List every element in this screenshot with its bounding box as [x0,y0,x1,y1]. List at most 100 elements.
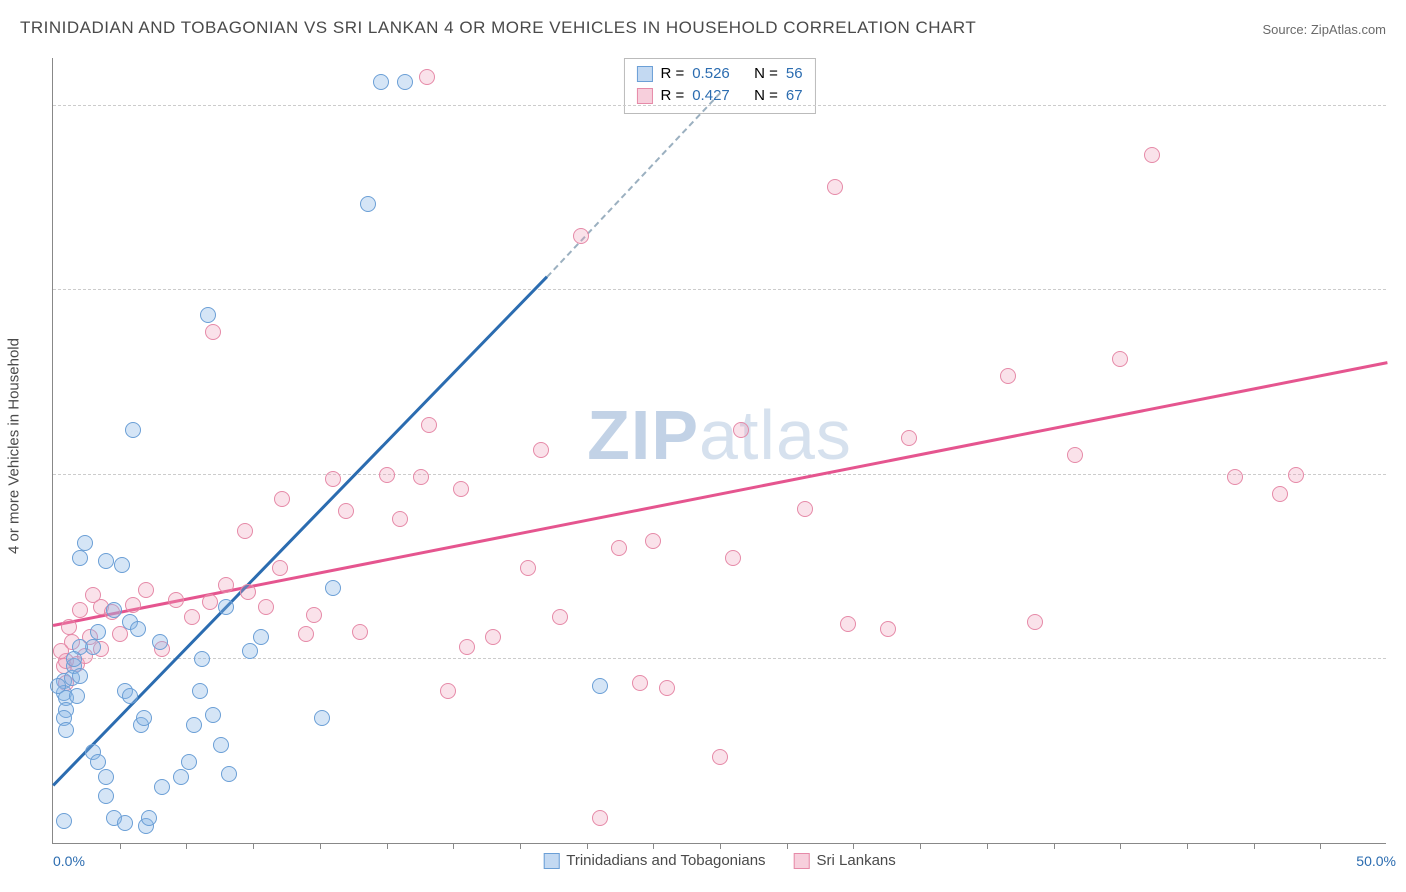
x-tick [1254,843,1255,849]
data-point [125,597,141,613]
data-point [352,624,368,640]
x-tick [1187,843,1188,849]
data-point [827,179,843,195]
series-label: Sri Lankans [817,852,896,869]
x-tick [587,843,588,849]
y-tick-label: 7.5% [1391,651,1406,667]
data-point [213,737,229,753]
data-point [1000,368,1016,384]
data-point [61,619,77,635]
gridline [53,105,1386,106]
data-point [325,580,341,596]
x-tick-max: 50.0% [1356,853,1396,869]
data-point [314,710,330,726]
legend-row-b: R = 0.427 N = 67 [636,85,802,107]
data-point [573,228,589,244]
data-point [325,471,341,487]
data-point [485,629,501,645]
data-point [56,813,72,829]
data-point [258,599,274,615]
data-point [1272,486,1288,502]
data-point [154,779,170,795]
source-attribution: Source: ZipAtlas.com [1262,22,1386,37]
y-tick-label: 15.0% [1391,467,1406,483]
data-point [202,594,218,610]
data-point [592,810,608,826]
r-label: R = [660,63,684,85]
data-point [138,582,154,598]
swatch-icon [636,66,652,82]
trend-line [52,276,547,786]
x-tick [653,843,654,849]
data-point [98,553,114,569]
data-point [373,74,389,90]
x-tick [387,843,388,849]
y-tick-label: 22.5% [1391,282,1406,298]
data-point [645,533,661,549]
data-point [379,467,395,483]
data-point [1227,469,1243,485]
x-tick [253,843,254,849]
scatter-plot-area: ZIPatlas R = 0.526 N = 56 R = 0.427 N = … [52,58,1386,844]
data-point [72,602,88,618]
n-label: N = [754,63,778,85]
data-point [181,754,197,770]
data-point [122,688,138,704]
data-point [98,769,114,785]
series-legend: Trinidadians and Tobagonians Sri Lankans [543,852,896,869]
n-label: N = [754,85,778,107]
data-point [240,584,256,600]
data-point [274,491,290,507]
data-point [1067,447,1083,463]
data-point [1144,147,1160,163]
data-point [184,609,200,625]
x-tick [520,843,521,849]
data-point [272,560,288,576]
data-point [298,626,314,642]
data-point [218,599,234,615]
data-point [114,557,130,573]
data-point [901,430,917,446]
swatch-icon [543,853,559,869]
data-point [611,540,627,556]
zipatlas-watermark: ZIPatlas [587,395,852,475]
x-tick [787,843,788,849]
data-point [58,722,74,738]
data-point [392,511,408,527]
data-point [130,621,146,637]
data-point [69,688,85,704]
data-point [659,680,675,696]
data-point [98,788,114,804]
data-point [90,754,106,770]
data-point [880,621,896,637]
data-point [90,624,106,640]
x-tick [720,843,721,849]
gridline [53,474,1386,475]
trend-line [546,92,721,278]
y-tick-label: 30.0% [1391,98,1406,114]
data-point [200,307,216,323]
data-point [552,609,568,625]
data-point [413,469,429,485]
r-value: 0.526 [692,63,730,85]
swatch-icon [636,88,652,104]
data-point [194,651,210,667]
x-tick [453,843,454,849]
data-point [85,587,101,603]
data-point [520,560,536,576]
data-point [725,550,741,566]
data-point [141,810,157,826]
chart-title: TRINIDADIAN AND TOBAGONIAN VS SRI LANKAN… [20,18,976,38]
legend-item-a: Trinidadians and Tobagonians [543,852,765,869]
data-point [306,607,322,623]
gridline [53,289,1386,290]
data-point [237,523,253,539]
data-point [253,629,269,645]
data-point [66,651,82,667]
data-point [77,535,93,551]
x-tick [320,843,321,849]
x-tick [1120,843,1121,849]
x-tick [920,843,921,849]
legend-item-b: Sri Lankans [794,852,896,869]
data-point [72,550,88,566]
